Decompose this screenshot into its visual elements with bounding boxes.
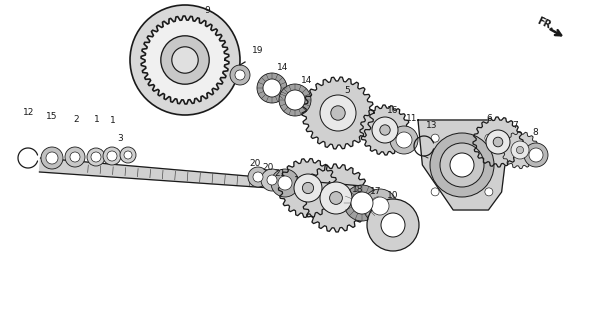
Text: 14: 14 bbox=[277, 63, 289, 72]
Text: 16: 16 bbox=[387, 106, 399, 115]
Polygon shape bbox=[418, 120, 506, 210]
Circle shape bbox=[493, 137, 503, 147]
Circle shape bbox=[516, 147, 523, 154]
Circle shape bbox=[161, 36, 209, 84]
Polygon shape bbox=[360, 105, 410, 155]
Circle shape bbox=[524, 143, 548, 167]
Text: 14: 14 bbox=[301, 76, 313, 85]
Circle shape bbox=[320, 182, 352, 214]
Text: 17: 17 bbox=[370, 187, 382, 196]
Circle shape bbox=[485, 134, 493, 142]
Circle shape bbox=[351, 192, 373, 214]
Text: 20: 20 bbox=[262, 163, 274, 172]
Circle shape bbox=[344, 185, 380, 221]
Text: 6: 6 bbox=[486, 114, 492, 123]
Circle shape bbox=[390, 126, 418, 154]
Circle shape bbox=[371, 197, 389, 215]
Text: 15: 15 bbox=[46, 112, 58, 121]
Polygon shape bbox=[473, 117, 523, 167]
Circle shape bbox=[431, 188, 439, 196]
Circle shape bbox=[103, 147, 121, 165]
Circle shape bbox=[124, 151, 132, 159]
Polygon shape bbox=[141, 16, 229, 104]
Circle shape bbox=[267, 175, 277, 185]
Circle shape bbox=[120, 147, 136, 163]
Text: 21: 21 bbox=[274, 169, 286, 178]
Circle shape bbox=[485, 188, 493, 196]
Circle shape bbox=[396, 132, 412, 148]
Text: 1: 1 bbox=[110, 116, 116, 125]
Text: 7: 7 bbox=[512, 121, 518, 130]
Text: FR.: FR. bbox=[535, 16, 555, 32]
Circle shape bbox=[46, 152, 58, 164]
Circle shape bbox=[320, 95, 356, 131]
Circle shape bbox=[447, 135, 487, 175]
Text: 11: 11 bbox=[406, 114, 418, 123]
Circle shape bbox=[107, 151, 117, 161]
Text: 13: 13 bbox=[426, 121, 437, 130]
Circle shape bbox=[367, 199, 419, 251]
Circle shape bbox=[278, 176, 292, 190]
Circle shape bbox=[263, 79, 281, 97]
Text: 19: 19 bbox=[252, 46, 264, 55]
Circle shape bbox=[235, 70, 245, 80]
Circle shape bbox=[248, 167, 268, 187]
Circle shape bbox=[440, 143, 484, 187]
Circle shape bbox=[331, 106, 345, 120]
Text: 5: 5 bbox=[344, 86, 350, 95]
Circle shape bbox=[430, 133, 494, 197]
Text: 4: 4 bbox=[325, 181, 331, 190]
Circle shape bbox=[261, 169, 283, 191]
Circle shape bbox=[87, 148, 105, 166]
Circle shape bbox=[486, 130, 510, 154]
Circle shape bbox=[330, 192, 342, 204]
Circle shape bbox=[172, 47, 198, 73]
Text: 10: 10 bbox=[387, 191, 399, 200]
Circle shape bbox=[257, 73, 287, 103]
Circle shape bbox=[70, 152, 80, 162]
Polygon shape bbox=[40, 158, 361, 194]
Text: 20: 20 bbox=[249, 159, 260, 168]
Text: 18: 18 bbox=[352, 185, 363, 194]
Text: 1: 1 bbox=[94, 115, 100, 124]
Polygon shape bbox=[501, 132, 539, 169]
Polygon shape bbox=[302, 77, 374, 149]
Text: 3: 3 bbox=[117, 134, 123, 143]
Text: 2: 2 bbox=[73, 115, 79, 124]
Circle shape bbox=[91, 152, 101, 162]
Text: 12: 12 bbox=[23, 108, 35, 117]
Circle shape bbox=[372, 117, 398, 143]
Circle shape bbox=[303, 182, 314, 194]
Circle shape bbox=[65, 147, 85, 167]
Polygon shape bbox=[278, 159, 337, 217]
Circle shape bbox=[253, 172, 263, 182]
Circle shape bbox=[279, 84, 311, 116]
Circle shape bbox=[450, 153, 474, 177]
Circle shape bbox=[431, 134, 439, 142]
Circle shape bbox=[230, 65, 250, 85]
Text: 17: 17 bbox=[294, 176, 305, 185]
Circle shape bbox=[271, 169, 299, 197]
Polygon shape bbox=[302, 164, 370, 232]
Circle shape bbox=[285, 90, 305, 110]
Circle shape bbox=[511, 141, 529, 159]
Circle shape bbox=[363, 189, 397, 223]
Text: 8: 8 bbox=[532, 128, 538, 137]
Circle shape bbox=[130, 5, 240, 115]
Circle shape bbox=[529, 148, 543, 162]
Circle shape bbox=[294, 174, 322, 202]
Text: 9: 9 bbox=[204, 6, 210, 15]
Circle shape bbox=[380, 125, 390, 135]
Circle shape bbox=[41, 147, 63, 169]
Circle shape bbox=[381, 213, 405, 237]
